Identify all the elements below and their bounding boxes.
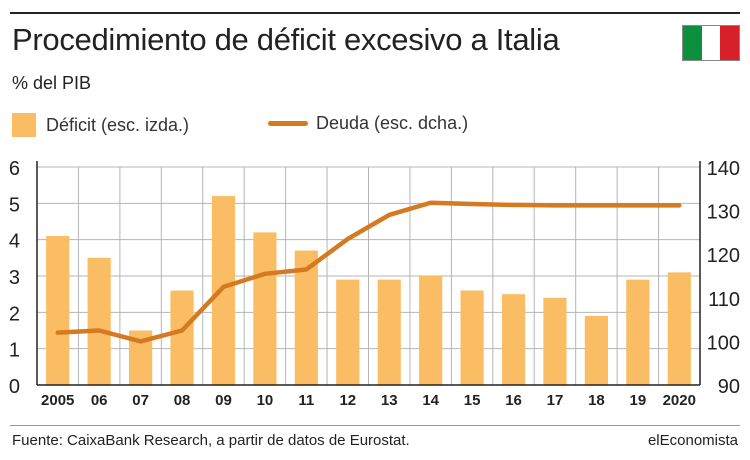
bar-deficit xyxy=(419,276,443,385)
x-axis-tick-label: 18 xyxy=(588,392,605,409)
bar-deficit xyxy=(87,257,111,385)
x-axis-tick-label: 06 xyxy=(91,392,108,409)
flag-stripe-green xyxy=(683,26,702,60)
legend-line-swatch xyxy=(268,121,308,126)
legend-deficit-label: Déficit (esc. izda.) xyxy=(46,114,190,135)
bar-deficit xyxy=(253,232,277,385)
bar-deficit xyxy=(501,294,526,385)
legend-item-deuda: Deuda (esc. dcha.) xyxy=(268,113,468,134)
top-rule xyxy=(10,12,740,14)
x-axis-tick-label: 2020 xyxy=(663,392,696,409)
left-axis-tick-label: 3 xyxy=(9,267,20,289)
x-axis-tick-label: 09 xyxy=(215,392,232,409)
left-axis-tick-label: 6 xyxy=(9,158,20,180)
x-axis-tick-label: 10 xyxy=(257,392,274,409)
flag-stripe-red xyxy=(720,26,740,60)
bar-deficit xyxy=(626,279,650,385)
chart-subtitle: % del PIB xyxy=(12,73,92,93)
source-note: Fuente: CaixaBank Research, a partir de … xyxy=(12,432,410,449)
bar-deficit xyxy=(460,290,484,385)
bar-deficit xyxy=(294,250,318,385)
x-axis-tick-label: 13 xyxy=(381,392,398,409)
left-axis-tick-label: 1 xyxy=(9,340,20,362)
bar-deficit xyxy=(336,279,360,385)
x-axis-tick-label: 11 xyxy=(298,392,314,409)
right-axis-tick-label: 120 xyxy=(707,245,740,267)
x-axis-tick-label: 14 xyxy=(422,392,439,409)
x-axis-tick-label: 08 xyxy=(174,392,191,409)
bar-deficit xyxy=(46,236,70,385)
bar-deficit xyxy=(667,272,691,385)
chart-title: Procedimiento de déficit excesivo a Ital… xyxy=(12,22,560,57)
flag-stripe-white xyxy=(701,26,721,60)
x-axis-tick-label: 19 xyxy=(630,392,647,409)
left-axis-tick-label: 4 xyxy=(9,231,20,253)
italy-flag-icon xyxy=(682,25,740,61)
bottom-rule xyxy=(10,425,740,426)
x-axis-tick-label: 07 xyxy=(132,392,149,409)
x-axis-tick-label: 2005 xyxy=(41,392,74,409)
right-axis-tick-label: 140 xyxy=(707,158,740,180)
bar-deficit xyxy=(128,330,153,385)
bar-deficit xyxy=(211,196,236,385)
left-axis-tick-label: 5 xyxy=(9,194,20,216)
bar-deficit xyxy=(170,290,194,385)
line-deuda xyxy=(55,200,682,344)
x-axis-tick-label: 12 xyxy=(339,392,356,409)
bar-deficit xyxy=(584,315,609,385)
x-axis-tick-label: 17 xyxy=(547,392,564,409)
left-axis-tick-label: 0 xyxy=(9,376,20,398)
right-axis-tick-label: 90 xyxy=(718,376,740,398)
legend-bar-swatch xyxy=(12,113,36,137)
right-axis-tick-label: 100 xyxy=(707,332,740,354)
bar-deficit xyxy=(543,297,567,385)
bar-deficit xyxy=(377,279,401,385)
right-axis-tick-label: 110 xyxy=(708,289,740,311)
brand-label: elEconomista xyxy=(647,432,738,449)
legend-deuda-label: Deuda (esc. dcha.) xyxy=(316,113,469,133)
x-axis-tick-label: 15 xyxy=(464,392,481,409)
right-axis-tick-label: 130 xyxy=(707,202,740,224)
legend-item-deficit: Déficit (esc. izda.) xyxy=(12,113,189,137)
x-axis-tick-label: 16 xyxy=(505,392,522,409)
left-axis-tick-label: 2 xyxy=(9,303,20,325)
